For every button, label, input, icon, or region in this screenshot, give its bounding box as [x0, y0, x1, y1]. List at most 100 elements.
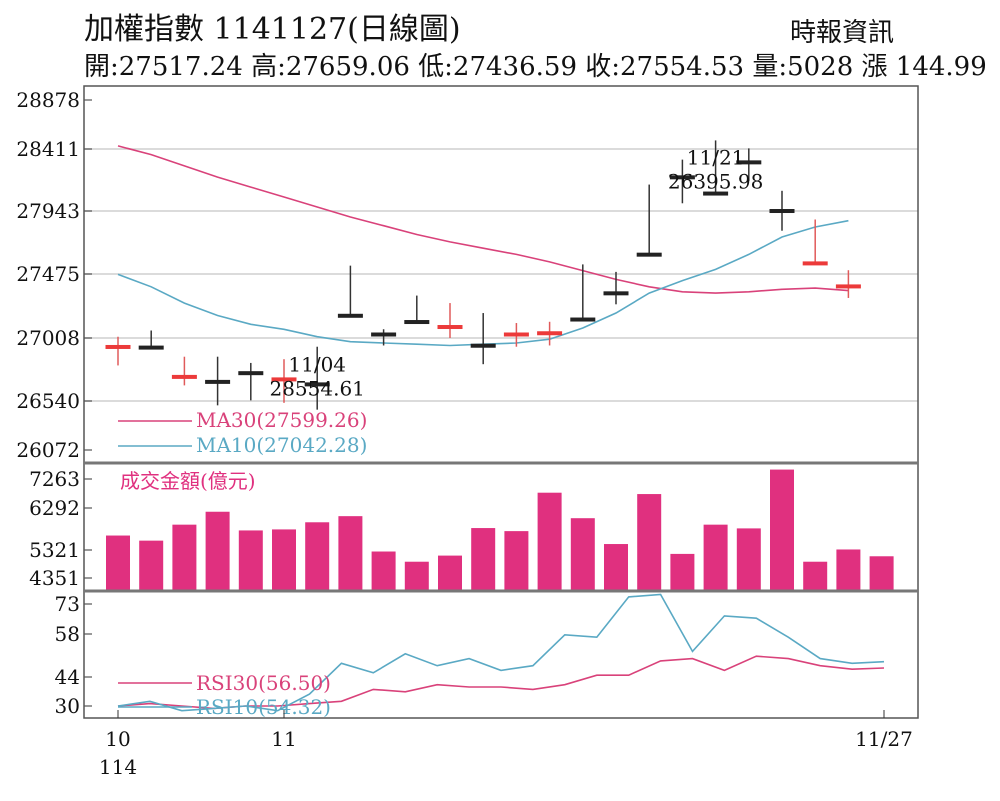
volume-bar	[703, 524, 728, 591]
candle-body	[437, 325, 463, 330]
annotation-value: 28554.61	[269, 377, 364, 401]
volume-bar	[338, 516, 363, 591]
candle-body	[105, 344, 131, 349]
candle	[138, 330, 164, 350]
chart-frame	[83, 85, 919, 719]
data-source: 時報資訊	[790, 18, 895, 48]
ma10-legend-label: MA10(27042.28)	[196, 433, 367, 457]
candle	[603, 271, 629, 305]
volume-bar	[438, 555, 462, 591]
annotation-date: 11/04	[288, 353, 346, 377]
candle	[537, 321, 563, 346]
rsi-tick-label: 73	[55, 592, 80, 616]
volume-panel: 7263 6292 5321 4351 成交金額(億元)	[29, 467, 894, 591]
volume-bar	[803, 561, 828, 591]
candle	[437, 303, 463, 338]
candle	[205, 356, 231, 406]
volume-bar	[305, 522, 330, 591]
volume-bar	[537, 492, 562, 591]
volume-bar	[471, 528, 496, 591]
candle	[835, 270, 861, 298]
volume-bar	[770, 469, 794, 591]
price-panel: 28878 28411 27943 27475 27008 26540 26072 11/04…	[16, 88, 918, 462]
volume-bar	[205, 511, 230, 591]
volume-tick-label: 6292	[29, 496, 80, 520]
candle-body	[835, 284, 861, 289]
candle	[371, 329, 397, 346]
x-tick-label: 10	[105, 727, 130, 751]
candle	[636, 184, 662, 257]
volume-tick-label: 4351	[29, 566, 80, 590]
candle	[570, 264, 596, 322]
candle	[736, 148, 762, 181]
ma30-legend-label: MA30(27599.26)	[196, 408, 367, 432]
candle-body	[304, 382, 330, 387]
volume-bar	[670, 553, 695, 591]
candle	[337, 265, 363, 318]
candle-body	[271, 377, 297, 382]
x-tick-sublabel: 114	[99, 755, 137, 779]
price-tick-label: 27475	[16, 262, 80, 286]
candle-body	[603, 291, 629, 296]
rsi10-line	[117, 593, 885, 712]
candle-body	[736, 160, 762, 165]
rsi-panel: 73 58 44 30 RSI30(56.50)RSI10(54.32)	[55, 592, 885, 719]
rsi10-legend-label: RSI10(54.32)	[196, 695, 331, 719]
candle-body	[636, 252, 662, 257]
x-tick-label: 11/27	[855, 727, 913, 751]
candle-body	[371, 332, 397, 337]
candle	[503, 323, 529, 347]
price-tick-label: 27008	[16, 326, 80, 350]
volume-bar	[172, 524, 197, 591]
volume-bar	[106, 535, 130, 591]
rsi30-legend-label: RSI30(56.50)	[196, 671, 331, 695]
volume-bar	[836, 549, 861, 591]
candle	[802, 219, 828, 266]
candle	[105, 336, 131, 366]
candle	[669, 159, 695, 204]
ohlc-summary: 開:27517.24 高:27659.06 低:27436.59 收:27554…	[84, 52, 987, 82]
candle	[271, 359, 297, 403]
price-tick-label: 28411	[16, 137, 80, 161]
volume-bar	[371, 551, 396, 591]
ma30-line	[117, 145, 849, 294]
candle-body	[503, 332, 529, 337]
candle-body	[703, 191, 729, 196]
rsi-tick-label: 44	[55, 665, 80, 689]
price-tick-label: 26072	[16, 438, 80, 462]
chart-axes: 10 114 11 11/27	[83, 85, 919, 779]
volume-bar	[272, 529, 296, 591]
rsi-tick-label: 58	[55, 622, 80, 646]
candle-body	[238, 371, 264, 376]
annotation-value: 26395.98	[668, 169, 763, 193]
candle-body	[171, 374, 197, 379]
candle-body	[570, 317, 596, 322]
price-tick-label: 27943	[16, 199, 80, 223]
candle-body	[404, 320, 430, 325]
volume-tick-label: 7263	[29, 467, 80, 491]
volume-bar	[238, 530, 263, 591]
price-tick-label: 26540	[16, 389, 80, 413]
candle	[238, 362, 264, 401]
candle-body	[669, 175, 695, 180]
candle-body	[138, 345, 164, 350]
candle-body	[769, 209, 795, 214]
candle	[404, 295, 430, 325]
volume-tick-label: 5321	[29, 538, 80, 562]
price-tick-label: 28878	[16, 88, 80, 112]
volume-bar	[404, 561, 429, 591]
volume-title: 成交金額(億元)	[120, 469, 256, 493]
candle-body	[470, 343, 496, 348]
volume-bar	[139, 540, 164, 591]
candle	[304, 346, 330, 410]
annotation-date: 11/21	[687, 145, 745, 169]
candle-body	[205, 379, 231, 384]
volume-bar	[504, 531, 529, 591]
candle	[769, 190, 795, 231]
candle	[171, 356, 197, 386]
candle	[703, 140, 729, 196]
rsi-tick-label: 30	[55, 694, 80, 718]
candle-body	[337, 313, 363, 318]
volume-bar	[604, 544, 628, 591]
